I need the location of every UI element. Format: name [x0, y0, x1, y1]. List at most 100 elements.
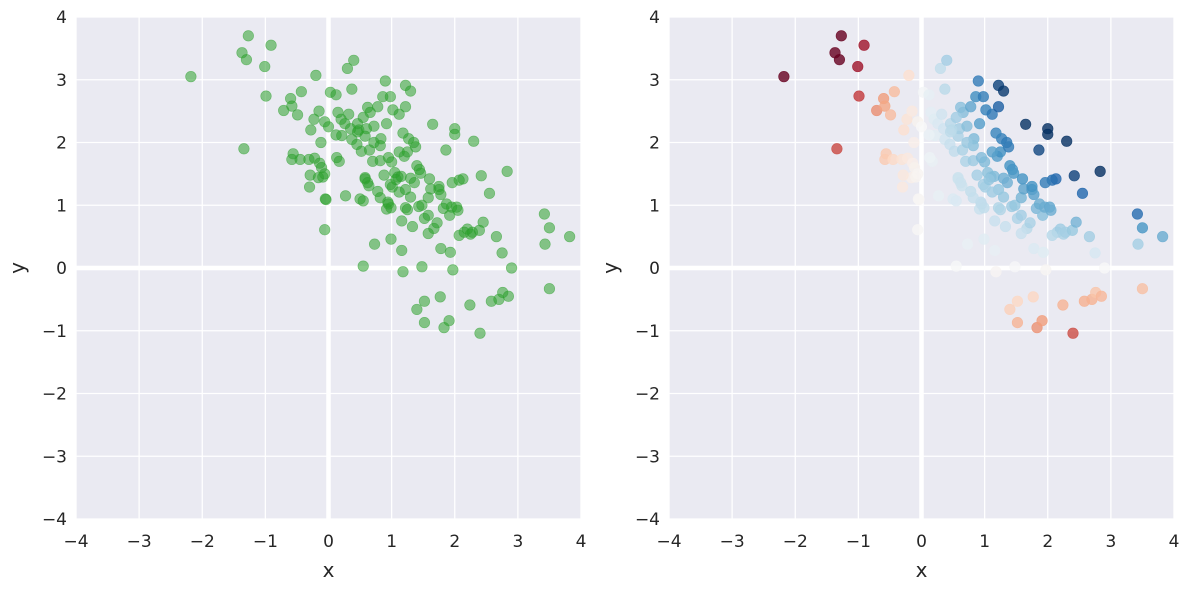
scatter-point	[265, 39, 277, 51]
x-tick-label: 1	[979, 532, 990, 552]
scatter-point	[1098, 262, 1111, 274]
scatter-point	[259, 60, 271, 73]
scatter-point	[295, 86, 307, 98]
scatter-point	[348, 54, 360, 66]
scatter-point	[408, 177, 420, 189]
scatter-point	[447, 264, 459, 276]
scatter-point	[989, 215, 1001, 227]
scatter-point	[1036, 315, 1048, 327]
scatter-point	[410, 141, 422, 153]
scatter-point	[427, 118, 439, 130]
x-tick-label: 2	[1042, 532, 1053, 552]
scatter-point	[393, 108, 405, 120]
scatter-point	[380, 118, 393, 130]
scatter-point	[468, 135, 480, 147]
scatter-point	[1037, 246, 1049, 258]
scatter-point	[990, 266, 1002, 278]
scatter-point	[1042, 128, 1054, 140]
scatter-point	[378, 169, 390, 181]
scatter-point	[319, 224, 331, 236]
scatter-point	[912, 168, 924, 180]
scatter-point	[934, 62, 947, 75]
y-tick-label: −2	[635, 385, 660, 405]
x-tick-label: 0	[323, 532, 334, 552]
scatter-point	[778, 71, 790, 83]
scatter-point	[397, 127, 409, 139]
scatter-point	[385, 233, 397, 245]
scatter-point	[950, 195, 962, 207]
x-tick-label: −1	[253, 532, 278, 552]
scatter-point	[393, 146, 405, 158]
x-tick-label: 4	[576, 532, 587, 552]
scatter-point	[1011, 316, 1024, 329]
scatter-point	[989, 244, 1001, 257]
scatter-point	[453, 229, 465, 241]
scatter-point	[319, 193, 331, 205]
scatter-point	[440, 144, 452, 156]
scatter-point	[539, 238, 551, 250]
y-tick-label: 4	[649, 8, 660, 28]
scatter-point	[912, 193, 924, 205]
y-tick-label: 3	[649, 71, 660, 91]
scatter-point	[406, 220, 419, 233]
scatter-point	[501, 165, 513, 177]
y-tick-label: 2	[649, 134, 660, 154]
y-tick-label: −4	[42, 510, 67, 530]
scatter-point	[401, 204, 414, 216]
scatter-point	[1131, 208, 1143, 220]
scatter-point	[901, 113, 913, 125]
scatter-point	[967, 192, 979, 204]
scatter-point	[396, 215, 408, 227]
scatter-point	[972, 75, 984, 87]
scatter-point	[939, 83, 951, 95]
scatter-point	[341, 62, 354, 75]
scatter-point	[444, 246, 456, 258]
scatter-point	[434, 291, 446, 303]
scatter-point	[1045, 204, 1057, 216]
scatter-point	[351, 126, 364, 138]
scatter-point	[1004, 303, 1016, 316]
scatter-point	[339, 190, 352, 202]
scatter-point	[543, 283, 556, 295]
scatter-point	[422, 209, 434, 221]
scatter-point	[835, 30, 847, 42]
scatter-point	[418, 295, 431, 307]
scatter-point	[1001, 177, 1013, 189]
scatter-point	[923, 129, 935, 141]
left-scatter-panel: −4 −3 −2 −1 0 1 2 3 4 −4 −3 −2 −1 0 1 2 3 4 x y	[5, 8, 586, 582]
scatter-point	[1033, 144, 1045, 156]
scatter-point	[431, 217, 443, 229]
scatter-point	[415, 167, 427, 179]
x-tick-label: −2	[783, 532, 808, 552]
scatter-point	[240, 54, 253, 66]
scatter-point	[908, 136, 920, 149]
scatter-point	[1132, 238, 1144, 250]
scatter-point	[975, 198, 988, 210]
scatter-point	[852, 60, 864, 73]
scatter-point	[990, 127, 1002, 139]
y-tick-label: 2	[56, 134, 67, 154]
scatter-point	[853, 90, 865, 102]
y-tick-label: −3	[635, 447, 660, 467]
scatter-point	[1039, 177, 1051, 189]
scatter-point	[1136, 283, 1149, 295]
scatter-point	[303, 181, 316, 193]
scatter-point	[330, 129, 342, 141]
scatter-point	[446, 177, 458, 189]
scatter-point	[449, 128, 461, 140]
scatter-point	[384, 91, 396, 103]
scatter-point	[374, 192, 386, 204]
scatter-point	[502, 290, 515, 302]
scatter-point	[305, 124, 317, 136]
scatter-point	[997, 191, 1010, 203]
scatter-point	[331, 151, 343, 164]
scatter-point	[979, 156, 991, 168]
scatter-point	[433, 180, 445, 193]
scatter-point	[404, 191, 417, 203]
scatter-point	[961, 136, 973, 149]
x-axis-label: x	[323, 558, 335, 582]
scatter-point	[496, 247, 508, 259]
scatter-point	[382, 198, 395, 210]
scatter-point	[418, 316, 431, 329]
